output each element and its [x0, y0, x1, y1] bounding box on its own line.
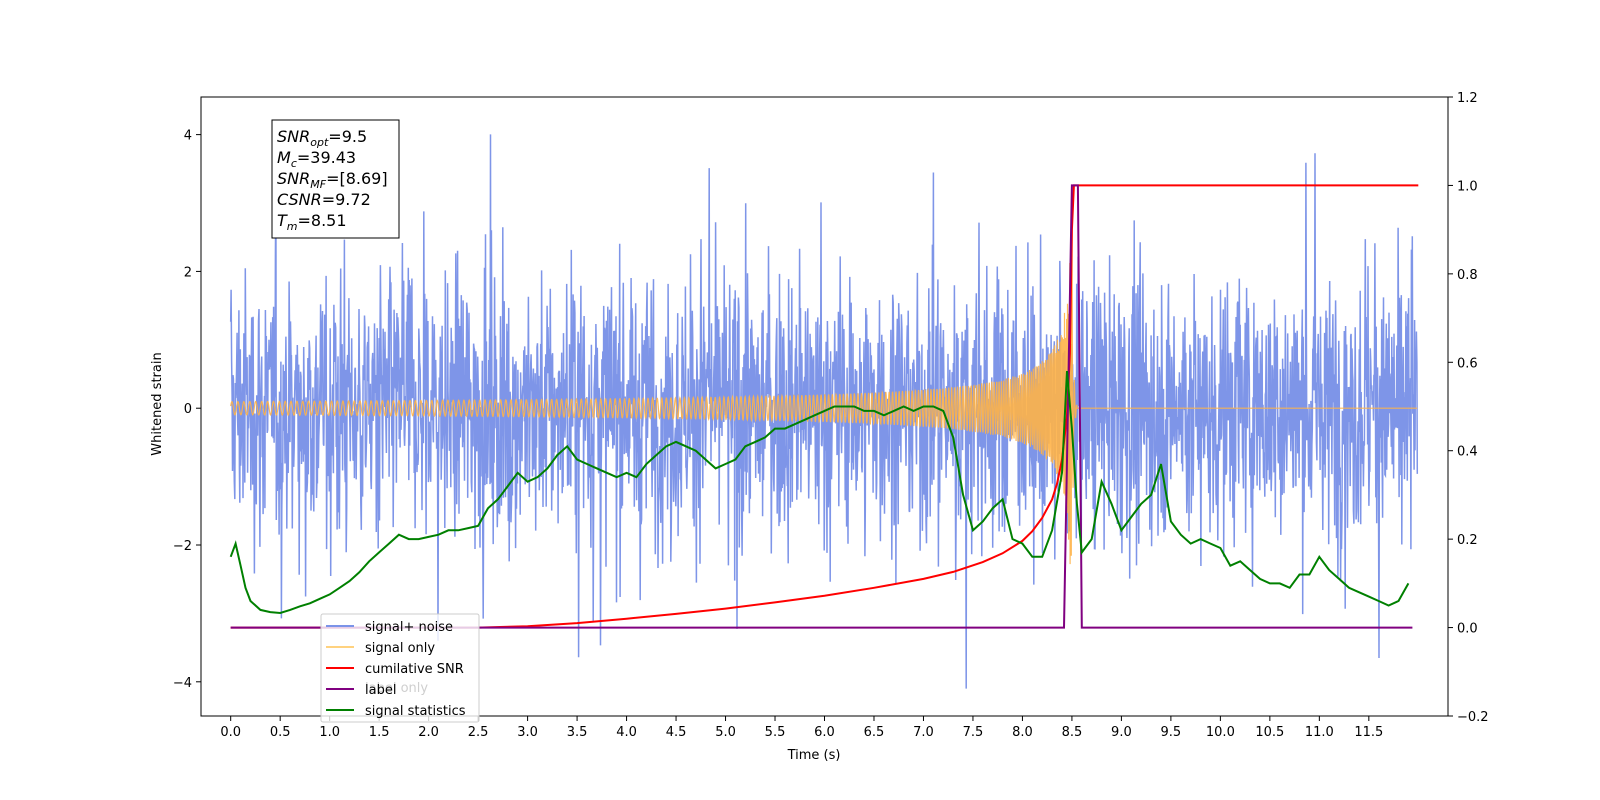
y-tick-label-right: −0.2 [1457, 710, 1489, 725]
info-subscript: c [291, 157, 297, 170]
signal-only-line [230, 189, 1418, 565]
info-symbol: T [277, 211, 288, 230]
legend-label: label [365, 683, 396, 698]
x-tick-label: 10.5 [1255, 725, 1284, 740]
x-tick-label: 3.5 [567, 725, 588, 740]
x-tick-label: 8.0 [1012, 725, 1033, 740]
info-value: =[8.69] [326, 169, 388, 188]
info-line: SNRMF=[8.69] [277, 169, 388, 191]
info-line: Mc=39.43 [277, 148, 356, 170]
y-tick-label-right: 0.2 [1457, 533, 1478, 548]
x-tick-label: 6.0 [814, 725, 835, 740]
info-subscript: MF [310, 178, 326, 191]
y-tick-label-right: 0.6 [1457, 356, 1478, 371]
x-tick-label: 0.5 [270, 725, 291, 740]
y-tick-label-right: 0.4 [1457, 445, 1478, 460]
axes: 0.0 0.5 1.0 1.5 2.0 2.5 3.0 3.5 4.0 4.5 5.0 5.5 6.0 6… [173, 91, 1489, 740]
signal-noise-line [229, 134, 1419, 689]
x-tick-label: 9.5 [1161, 725, 1182, 740]
x-tick-label: 8.5 [1062, 725, 1083, 740]
legend-label: signal+ noise [365, 620, 453, 635]
info-symbol: CSNR [277, 190, 322, 209]
info-symbol: SNR [277, 169, 310, 188]
legend-label: cumilative SNR [365, 662, 464, 677]
legend: label only signal+ noise signal only cumila… [320, 613, 480, 723]
x-tick-label: 9.0 [1111, 725, 1132, 740]
x-tick-label: 5.5 [765, 725, 786, 740]
info-value: =9.72 [322, 190, 371, 209]
y-tick-label-left: −2 [173, 539, 192, 554]
x-tick-label: 2.0 [418, 725, 439, 740]
info-symbol: M [277, 148, 291, 167]
x-tick-label: 4.0 [616, 725, 637, 740]
y-tick-label-right: 1.2 [1457, 91, 1478, 106]
legend-label: signal only [365, 641, 435, 656]
info-line: CSNR=9.72 [277, 190, 371, 209]
x-tick-label: 1.0 [319, 725, 340, 740]
info-value: =8.51 [298, 211, 347, 230]
x-tick-label: 5.0 [715, 725, 736, 740]
x-tick-label: 3.0 [517, 725, 538, 740]
y-tick-label-right: 0.0 [1457, 622, 1478, 637]
signal-statistics-line [229, 371, 1410, 615]
y-axis-label-left: Whitened strain [150, 352, 165, 455]
x-tick-label: 7.5 [963, 725, 984, 740]
x-tick-label: 10.0 [1206, 725, 1235, 740]
info-symbol: SNR [277, 127, 310, 146]
x-tick-label: 4.5 [666, 725, 687, 740]
x-tick-label: 7.0 [913, 725, 934, 740]
x-tick-label: 11.0 [1305, 725, 1334, 740]
info-subscript: opt [310, 136, 329, 149]
x-tick-label: 11.5 [1354, 725, 1383, 740]
plot-area [229, 134, 1419, 689]
info-box: SNRopt=9.5Mc=39.43SNRMF=[8.69]CSNR=9.72T… [271, 119, 400, 239]
info-box-frame [271, 119, 400, 239]
x-axis-label: Time (s) [787, 748, 841, 763]
x-tick-label: 2.5 [468, 725, 489, 740]
y-tick-label-right: 0.8 [1457, 268, 1478, 283]
info-value: =39.43 [297, 148, 356, 167]
legend-frame [320, 613, 480, 723]
legend-hidden-text: label only [365, 681, 428, 696]
info-line: SNRopt=9.5 [277, 127, 367, 149]
info-subscript: m [287, 220, 298, 233]
legend-label: signal statistics [365, 704, 466, 719]
x-tick-label: 6.5 [864, 725, 885, 740]
y-tick-label-left: 2 [184, 265, 192, 280]
label-line [230, 184, 1413, 629]
x-tick-label: 0.0 [220, 725, 241, 740]
y-tick-label-right: 1.0 [1457, 179, 1478, 194]
y-tick-label-left: −4 [173, 676, 192, 691]
info-line: Tm=8.51 [277, 211, 347, 233]
x-tick-label: 1.5 [369, 725, 390, 740]
y-tick-label-left: 0 [184, 402, 192, 417]
info-value: =9.5 [328, 127, 367, 146]
y-tick-label-left: 4 [184, 129, 192, 144]
